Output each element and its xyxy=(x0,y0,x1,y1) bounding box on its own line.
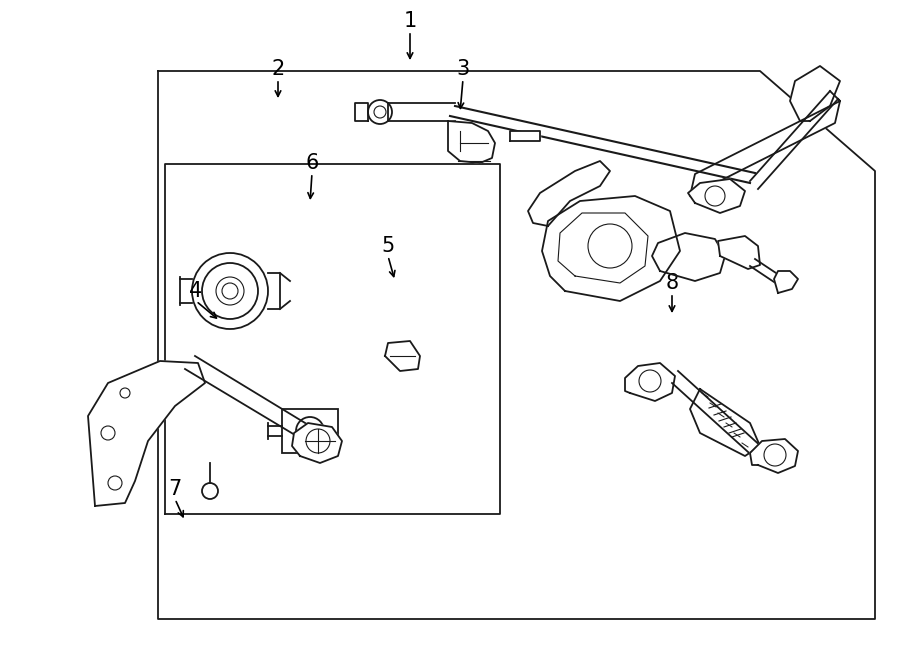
Polygon shape xyxy=(385,341,420,371)
Polygon shape xyxy=(528,161,610,226)
Text: 8: 8 xyxy=(665,273,679,293)
Polygon shape xyxy=(688,179,745,213)
Polygon shape xyxy=(718,236,760,269)
Text: 5: 5 xyxy=(382,236,394,256)
Text: 7: 7 xyxy=(168,479,182,499)
Polygon shape xyxy=(510,131,540,141)
Text: 4: 4 xyxy=(189,281,202,301)
Polygon shape xyxy=(625,363,675,401)
Text: 6: 6 xyxy=(305,153,319,173)
Polygon shape xyxy=(774,271,798,293)
Polygon shape xyxy=(448,121,495,163)
Text: 1: 1 xyxy=(403,11,417,31)
Polygon shape xyxy=(88,361,205,506)
Text: 3: 3 xyxy=(456,59,470,79)
Polygon shape xyxy=(542,196,680,301)
Polygon shape xyxy=(690,389,760,456)
Polygon shape xyxy=(652,233,725,281)
Polygon shape xyxy=(292,423,342,463)
Polygon shape xyxy=(790,66,840,121)
Text: 2: 2 xyxy=(272,59,284,79)
Polygon shape xyxy=(690,101,840,196)
Polygon shape xyxy=(750,439,798,473)
Bar xyxy=(282,409,338,453)
